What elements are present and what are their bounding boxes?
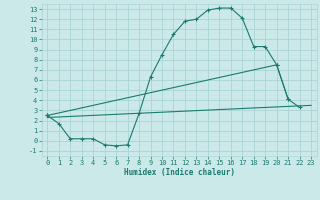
X-axis label: Humidex (Indice chaleur): Humidex (Indice chaleur) [124, 168, 235, 177]
